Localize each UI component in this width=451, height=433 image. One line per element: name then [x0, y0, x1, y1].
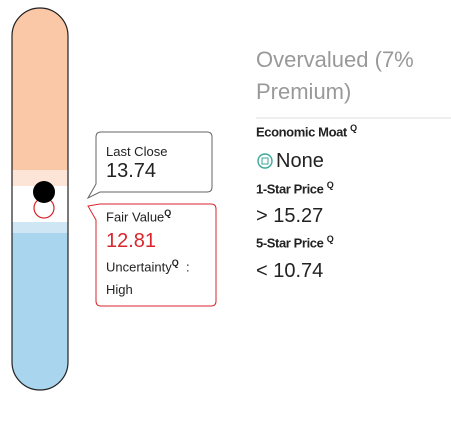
fair-value-box: [87, 203, 217, 307]
last-close-marker: [33, 181, 55, 203]
colon: :: [186, 259, 190, 275]
moat-icon-inner: [261, 157, 269, 165]
moat-value: None: [276, 150, 324, 172]
five-star-label-text: 5-Star Price: [256, 235, 324, 251]
thermometer-fill: [12, 8, 68, 390]
one-star-label-text: 1-Star Price: [256, 181, 324, 197]
moat-label: Economic Moat Q: [256, 123, 357, 139]
q-icon: Q: [326, 234, 334, 244]
thermometer-outline: [11, 7, 69, 391]
q-icon: Q: [350, 123, 357, 133]
valuation-label: Overvalued (7% Premium): [256, 47, 414, 104]
five-star-value: < 10.74: [256, 260, 323, 283]
moat-label-text: Economic Moat: [256, 124, 347, 140]
q-icon: Q: [171, 258, 179, 268]
price: 15.27: [273, 205, 324, 227]
uncertainty-label: UncertaintyQ :: [106, 258, 190, 274]
fair-value-label-text: Fair Value: [106, 209, 165, 225]
fair-value-label: Fair ValueQ: [106, 208, 171, 224]
price: 10.74: [273, 260, 324, 282]
one-star-value: > 15.27: [256, 205, 323, 228]
uncertainty-label-text: Uncertainty: [106, 259, 172, 275]
last-close-value: 13.74: [106, 160, 157, 182]
q-icon: Q: [326, 180, 334, 190]
fair-value-value: 12.81: [106, 230, 157, 252]
uncertainty-value: High: [106, 282, 133, 297]
q-icon: Q: [164, 208, 172, 218]
symbol: >: [256, 205, 268, 227]
last-close-label: Last Close: [106, 144, 168, 159]
symbol: <: [256, 260, 268, 282]
one-star-label: 1-Star Price Q: [256, 180, 334, 197]
last-close-box: [86, 131, 213, 200]
moat-icon: [257, 153, 273, 169]
five-star-label: 5-Star Price Q: [256, 234, 334, 251]
